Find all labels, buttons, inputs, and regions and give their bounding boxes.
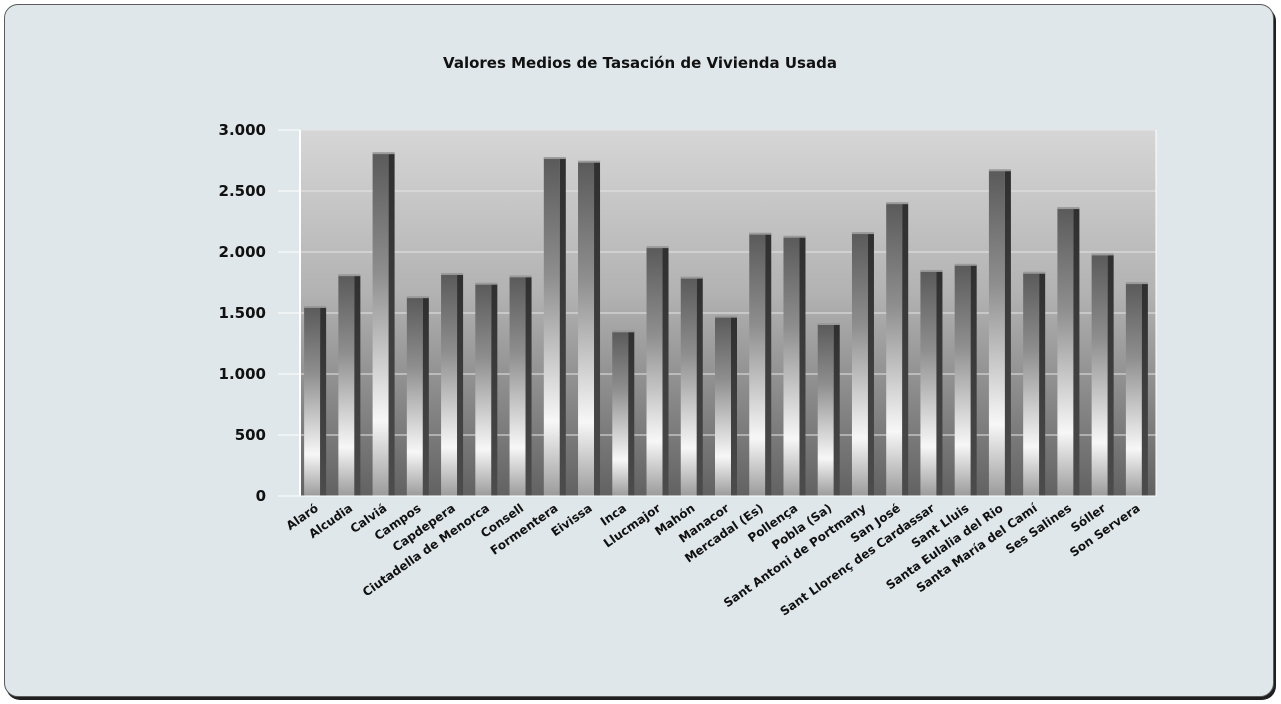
bar-top xyxy=(1091,253,1114,256)
bar xyxy=(338,275,355,496)
y-tick-label: 500 xyxy=(235,426,266,444)
bar xyxy=(646,247,663,496)
bar-top xyxy=(509,275,532,278)
bar xyxy=(783,236,800,496)
bar-top xyxy=(304,305,327,308)
bar-side xyxy=(628,331,635,496)
bar-side xyxy=(696,277,703,496)
bar xyxy=(954,264,971,496)
bar-top xyxy=(988,169,1011,172)
bar-side xyxy=(867,233,874,496)
bar-top xyxy=(372,152,395,155)
bar-top xyxy=(1023,271,1046,274)
bar xyxy=(578,161,595,496)
bar xyxy=(988,170,1005,496)
bar xyxy=(1057,208,1074,496)
y-tick-label: 0 xyxy=(256,487,266,505)
bar-top xyxy=(475,282,498,285)
bar xyxy=(372,153,389,496)
y-tick-label: 1.000 xyxy=(219,365,266,383)
bar xyxy=(543,158,560,496)
bar xyxy=(475,283,492,496)
bar-top xyxy=(920,269,943,272)
bar-top xyxy=(715,315,737,318)
bar-side xyxy=(491,283,498,496)
bar xyxy=(920,270,937,496)
bars xyxy=(304,152,1148,496)
bar-top xyxy=(886,202,909,205)
y-tick-label: 2.500 xyxy=(219,182,266,200)
bar-top xyxy=(612,330,635,333)
bar-side xyxy=(559,158,566,496)
bar xyxy=(680,277,697,496)
bar-side xyxy=(936,270,943,496)
bar xyxy=(886,203,903,496)
bar-top xyxy=(851,232,874,235)
bar-top xyxy=(680,276,703,279)
bar xyxy=(1091,254,1108,496)
bar-side xyxy=(662,247,669,496)
bar-side xyxy=(731,316,737,496)
bar-top xyxy=(1125,282,1148,285)
bar-side xyxy=(833,323,840,496)
bar-side xyxy=(799,236,806,496)
y-tick-label: 3.000 xyxy=(219,121,266,139)
chart-title: Valores Medios de Tasación de Vivienda U… xyxy=(443,54,837,72)
bar-side xyxy=(388,153,395,496)
bar-top xyxy=(578,160,601,163)
bar-side xyxy=(594,161,601,496)
bar-side xyxy=(1004,170,1011,496)
bar-side xyxy=(457,273,464,496)
bar-side xyxy=(1107,254,1114,496)
axes xyxy=(278,129,1157,497)
bar-side xyxy=(422,297,429,496)
bar xyxy=(817,323,834,496)
y-tick-label: 2.000 xyxy=(219,243,266,261)
bar-side xyxy=(970,264,977,496)
y-tick-label: 1.500 xyxy=(219,304,266,322)
bar-top xyxy=(338,274,361,277)
bar xyxy=(1125,283,1142,496)
bar-side xyxy=(1141,283,1148,496)
bar xyxy=(612,331,629,496)
bar xyxy=(1023,272,1040,496)
bar xyxy=(851,233,868,496)
bar-top xyxy=(543,157,566,160)
bar xyxy=(304,306,321,496)
bar-side xyxy=(902,203,909,496)
bar xyxy=(406,297,423,496)
bar xyxy=(715,316,731,496)
bar xyxy=(441,273,458,496)
bar-side xyxy=(354,275,361,496)
bar-top xyxy=(646,246,669,249)
bar-top xyxy=(817,322,840,325)
bar-top xyxy=(783,235,806,238)
bar-top xyxy=(406,296,429,299)
bar-top xyxy=(1057,207,1080,210)
bar-side xyxy=(525,276,532,496)
bar-side xyxy=(320,306,327,496)
bar-side xyxy=(1073,208,1080,496)
bar xyxy=(749,233,766,496)
bar-top xyxy=(749,232,772,235)
bar-side xyxy=(765,233,772,496)
bar xyxy=(509,276,526,496)
bar-side xyxy=(1039,272,1046,496)
bar-top xyxy=(954,263,977,266)
bar-top xyxy=(441,272,464,275)
